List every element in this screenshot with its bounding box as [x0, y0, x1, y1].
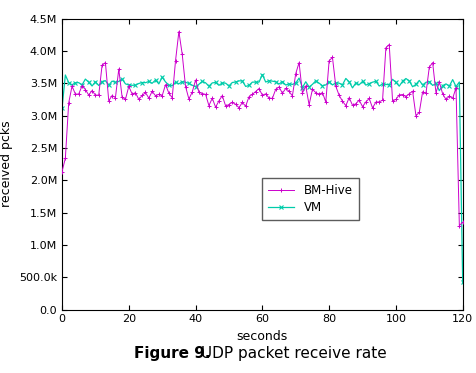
BM-Hive — [332, 84, 338, 88]
VM — [152, 78, 158, 82]
BM-Hive — [152, 94, 158, 98]
BM-Hive — [456, 223, 461, 228]
BM-Hive — [59, 169, 65, 174]
Legend: BM-Hive, VM: BM-Hive, VM — [262, 178, 358, 220]
BM-Hive — [312, 90, 318, 95]
VM — [436, 88, 441, 93]
Line: BM-Hive: BM-Hive — [60, 29, 464, 228]
BM-Hive — [436, 79, 441, 84]
X-axis label: seconds: seconds — [236, 330, 288, 343]
VM — [59, 106, 65, 111]
VM — [99, 79, 105, 84]
VM — [229, 80, 235, 85]
VM — [312, 79, 318, 83]
Line: VM: VM — [60, 72, 464, 285]
VM — [332, 81, 338, 85]
BM-Hive — [232, 102, 238, 107]
VM — [259, 72, 265, 77]
Y-axis label: received pcks: received pcks — [0, 121, 13, 207]
BM-Hive — [176, 29, 181, 34]
BM-Hive — [99, 63, 105, 68]
VM — [459, 280, 465, 285]
Text: UDP packet receive rate: UDP packet receive rate — [195, 346, 386, 361]
Text: Figure 9.: Figure 9. — [133, 346, 209, 361]
BM-Hive — [459, 220, 465, 225]
